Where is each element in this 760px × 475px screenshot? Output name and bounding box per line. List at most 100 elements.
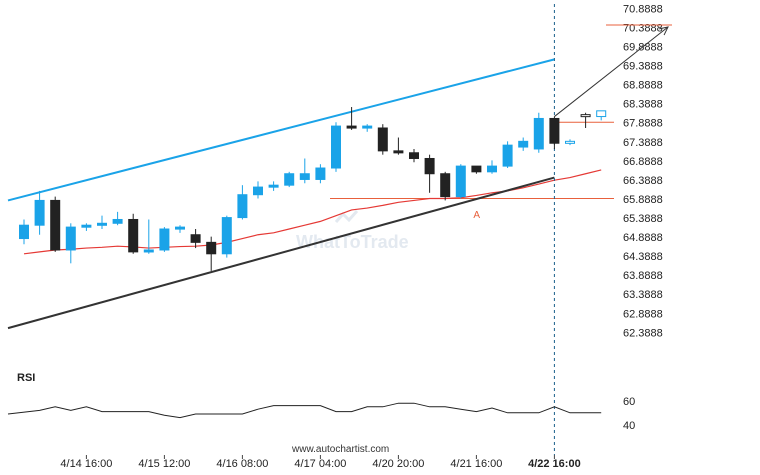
candle	[502, 141, 513, 169]
y-tick-label: 70.8888	[623, 3, 663, 15]
candle-body	[159, 228, 170, 251]
candle	[565, 139, 575, 146]
y-tick-label: 62.8888	[623, 308, 663, 320]
candle	[440, 171, 451, 201]
candle	[112, 211, 123, 226]
candle-body	[377, 127, 388, 152]
candle-body	[81, 224, 92, 228]
candle	[190, 229, 201, 249]
candle	[346, 107, 357, 130]
candle-body	[128, 218, 139, 253]
candle-body	[502, 144, 513, 167]
x-tick-label: 4/15 12:00	[138, 458, 190, 470]
candle	[299, 158, 310, 184]
candle	[362, 124, 373, 132]
y-tick-label: 63.3888	[623, 289, 663, 301]
candle-body	[50, 199, 61, 251]
candle	[65, 223, 76, 264]
candle-body	[206, 241, 217, 255]
candle-body	[455, 165, 466, 198]
candle-body	[409, 152, 419, 159]
candle	[143, 219, 154, 254]
candle	[533, 112, 544, 153]
candle-body	[549, 117, 560, 144]
y-tick-label: 67.8888	[623, 118, 663, 130]
candle-body	[331, 125, 341, 169]
candle	[206, 236, 217, 271]
candle	[159, 227, 170, 252]
candle-body	[362, 125, 373, 129]
candle-body	[221, 217, 232, 255]
candle	[596, 110, 607, 121]
pattern-point-label: A	[473, 210, 480, 221]
y-tick-label: 66.8888	[623, 156, 663, 168]
candle-body	[175, 226, 185, 230]
x-tick-label: 4/17 04:00	[294, 458, 346, 470]
candle-body	[299, 173, 310, 180]
footer-source: www.autochartist.com	[291, 444, 389, 455]
x-tick-label: 4/20 20:00	[372, 458, 424, 470]
y-tick-label: 65.8888	[623, 194, 663, 206]
candle-body	[518, 140, 529, 148]
candle-body	[143, 249, 154, 253]
y-tick-label: 62.3888	[623, 327, 663, 339]
rsi-y-tick-label: 60	[623, 396, 635, 408]
candle-body	[393, 150, 404, 154]
x-tick-label: 4/16 08:00	[216, 458, 268, 470]
candle	[518, 137, 529, 151]
candle	[175, 225, 185, 233]
candle-body	[533, 117, 544, 150]
candle-body	[190, 234, 201, 243]
forecast-arrow-head	[659, 26, 669, 36]
candle	[424, 154, 435, 193]
candle-body	[315, 167, 326, 180]
x-tick-label: 4/22 16:00	[528, 458, 581, 470]
candle	[237, 185, 248, 220]
candle-body	[97, 222, 107, 226]
y-tick-label: 67.3888	[623, 137, 663, 149]
candle	[268, 181, 279, 191]
candle-body	[65, 226, 76, 251]
upper-channel-line	[7, 58, 555, 202]
candle	[81, 223, 92, 231]
candle-body	[580, 114, 591, 118]
candle-body	[34, 199, 45, 226]
candle	[487, 160, 497, 174]
y-tick-label: 69.8888	[623, 41, 663, 53]
candle	[377, 124, 388, 155]
candle-body	[268, 184, 279, 188]
rsi-y-tick-label: 40	[623, 420, 635, 432]
y-tick-label: 65.3888	[623, 213, 663, 225]
y-tick-label: 68.8888	[623, 80, 663, 92]
candle	[253, 181, 263, 199]
x-tick-label: 4/21 16:00	[450, 458, 502, 470]
candle	[19, 219, 29, 245]
candle	[50, 196, 61, 252]
candle	[221, 215, 232, 258]
candle	[471, 165, 482, 174]
y-tick-label: 68.3888	[623, 99, 663, 111]
candle-body	[471, 165, 482, 173]
candle	[34, 190, 45, 235]
candle	[393, 137, 404, 155]
candle	[315, 164, 326, 184]
forecast-arrow-line	[554, 26, 669, 117]
y-tick-label: 64.8888	[623, 232, 663, 244]
candle-body	[565, 140, 575, 144]
watermark-text: WhatToTrade	[296, 232, 409, 252]
main-panel: 70.8888 70.3888 69.8888 69.3888 68.8888 68.38…	[7, 3, 672, 455]
x-tick-label: 4/14 16:00	[60, 458, 112, 470]
y-tick-label: 63.8888	[623, 270, 663, 282]
y-tick-label: 70.3888	[623, 22, 663, 34]
lower-channel-line	[7, 176, 555, 330]
candle	[128, 213, 139, 254]
candle-body	[284, 173, 295, 186]
y-tick-label: 69.3888	[623, 61, 663, 73]
candle	[284, 171, 295, 188]
watermark: WhatToTrade	[296, 210, 409, 252]
rsi-line	[7, 402, 602, 419]
candle-body	[440, 173, 451, 198]
candle	[331, 122, 341, 172]
